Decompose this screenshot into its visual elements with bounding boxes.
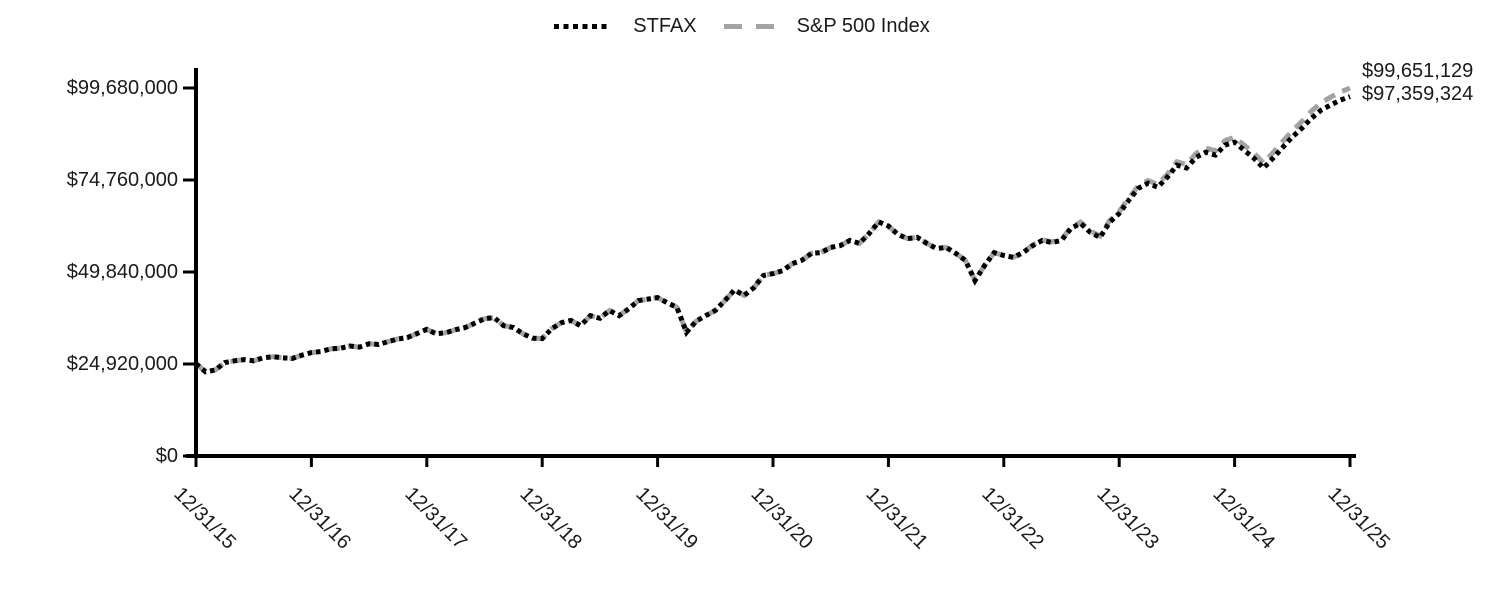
legend-label-sp500: S&P 500 Index (796, 15, 930, 37)
y-axis-tick-label: $99,680,000 (66, 77, 178, 99)
end-label-sp500-final-value: $99,651,129 (1362, 60, 1474, 82)
stfax-series-line (194, 94, 1351, 375)
end-label-stfax-final-value: $97,359,324 (1362, 83, 1474, 105)
y-axis-tick-label: $74,760,000 (66, 169, 178, 191)
stfax-dotted-line-icon (554, 23, 611, 29)
chart-legend: STFAX S&P 500 Index (0, 13, 1492, 39)
legend-label-stfax: STFAX (633, 15, 697, 37)
y-axis-tick-label: $49,840,000 (66, 261, 178, 283)
legend-item-sp500: S&P 500 Index (723, 14, 930, 38)
y-axis-tick-label: $24,920,000 (66, 353, 178, 375)
legend-item-stfax: STFAX (554, 14, 697, 38)
sp500-series-line (194, 85, 1351, 375)
sp500-dashed-line-icon (723, 23, 774, 29)
y-axis-tick-label: $0 (155, 445, 178, 467)
